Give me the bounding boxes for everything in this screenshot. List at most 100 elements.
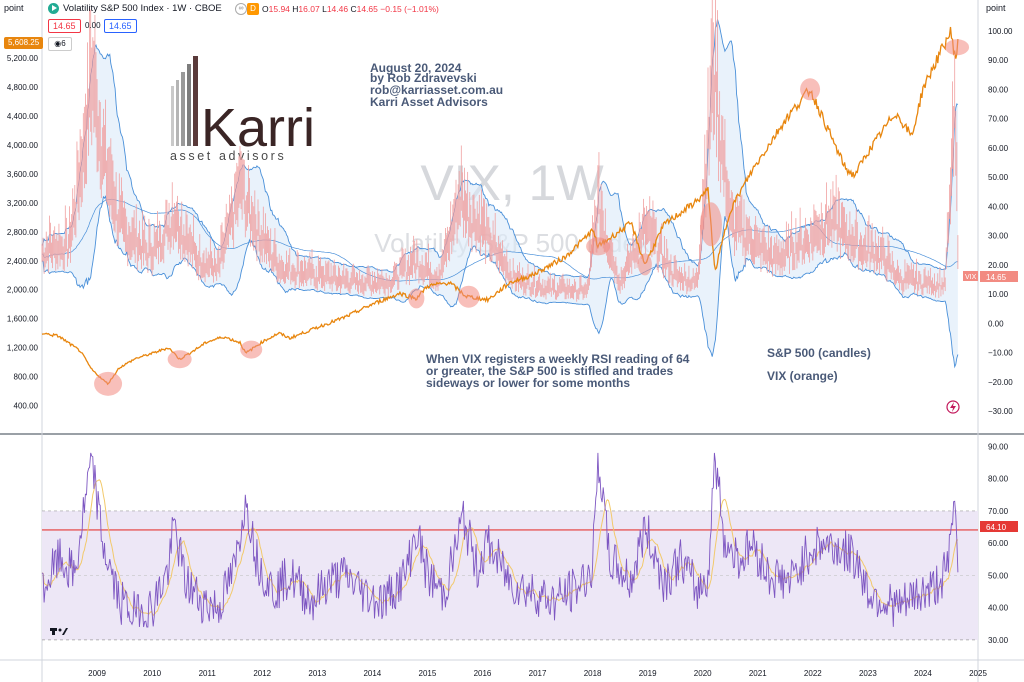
left-axis-tick: 400.00: [14, 402, 39, 411]
highlight-circle: [699, 202, 722, 247]
right-axis-tick: 40.00: [988, 202, 1009, 211]
lightning-icon[interactable]: [946, 400, 960, 414]
highlight-circle: [800, 78, 821, 101]
left-axis-tick: 4,000.00: [7, 141, 39, 150]
band-fill: [42, 19, 958, 367]
watermark-title: VIX, 1W: [420, 155, 604, 211]
rsi-level-bg: [980, 521, 1018, 532]
highlight-circle: [637, 253, 652, 276]
byline-line: Karri Asset Advisors: [370, 95, 488, 109]
time-axis-tick: 2013: [308, 669, 326, 678]
main-axis-ticks: 5,200.00 4,800.00 4,400.00 4,000.00 3,600.00…: [7, 27, 1013, 645]
vix-candles-series: [41, 0, 959, 302]
symbol-title[interactable]: Volatility S&P 500 Index · 1W · CBOE: [63, 3, 222, 14]
highlight-circle: [240, 340, 263, 359]
time-axis-tick: 2017: [529, 669, 547, 678]
left-axis-tick: 1,200.00: [7, 344, 39, 353]
highlight-circle: [945, 39, 970, 56]
note-line: or greater, the S&P 500 is stifled and t…: [426, 364, 674, 378]
time-axis-tick: 2020: [694, 669, 712, 678]
right-scale-label[interactable]: point: [986, 3, 1006, 13]
highlight-circle: [586, 237, 611, 256]
left-axis-tick: 2,800.00: [7, 228, 39, 237]
left-axis-tick: 800.00: [14, 373, 39, 382]
right-axis-tick: 20.00: [988, 261, 1009, 270]
rsi-axis-tick: 50.00: [988, 571, 1009, 580]
vix-tag-bg: [963, 271, 978, 281]
vix-tag: VIX: [965, 274, 977, 281]
time-axis-tick: 2011: [199, 669, 217, 678]
time-axis-tick: 2024: [914, 669, 932, 678]
rsi-axis-tick: 70.00: [988, 507, 1009, 516]
vix-value-bg: [980, 271, 1018, 282]
highlight-circle: [408, 288, 425, 309]
left-scale-label[interactable]: point: [4, 3, 24, 13]
highlight-circle: [457, 285, 480, 308]
ohlc-o: 15.94: [268, 4, 290, 14]
ohlc-h: 16.07: [298, 4, 320, 14]
ohlc-c-label: C: [350, 4, 357, 14]
ohlc-l: 14.46: [326, 4, 349, 14]
left-axis-tick: 4,800.00: [7, 83, 39, 92]
delayed-badge[interactable]: D: [247, 3, 259, 15]
right-axis-tick: −30.00: [988, 407, 1013, 416]
highlight-circle: [167, 350, 192, 369]
ohlc-c: 14.65: [356, 4, 378, 14]
right-axis-tick: 70.00: [988, 115, 1009, 124]
ask-box[interactable]: 14.65: [104, 19, 137, 33]
legend-orange: VIX (orange): [767, 369, 838, 383]
note-line: When VIX registers a weekly RSI reading …: [426, 352, 690, 366]
spx-count: 6: [61, 39, 66, 48]
left-axis-tick: 3,600.00: [7, 170, 39, 179]
ohlc-l-label: L: [322, 4, 327, 14]
right-axis-tick: 80.00: [988, 85, 1009, 94]
lower-band: [41, 195, 959, 369]
time-axis-tick: 2021: [749, 669, 767, 678]
right-axis-tick: 0.00: [988, 319, 1004, 328]
time-axis-tick: 2019: [639, 669, 657, 678]
time-axis-tick: 2009: [88, 669, 106, 678]
legend-candles: S&P 500 (candles): [767, 346, 871, 360]
eye-icon: ◉: [54, 39, 62, 48]
spread-value: 0.00: [85, 21, 101, 30]
rsi-axis-tick: 60.00: [988, 539, 1009, 548]
ohlc-h-label: H: [292, 4, 299, 14]
right-axis-tick: 90.00: [988, 56, 1009, 65]
tradingview-logo-icon: [50, 628, 68, 635]
bid-box[interactable]: 14.65: [48, 19, 81, 33]
unlink-icon[interactable]: ∞: [235, 3, 247, 15]
right-axis-tick: 10.00: [988, 290, 1009, 299]
time-axis-tick: 2018: [584, 669, 602, 678]
time-axis-tick: 2023: [859, 669, 877, 678]
left-axis-tick: 5,200.00: [7, 54, 39, 63]
rsi-axis-tick: 90.00: [988, 442, 1009, 451]
time-axis-tick: 2016: [474, 669, 492, 678]
rsi-note-annotation: When VIX registers a weekly RSI reading …: [426, 352, 690, 390]
rsi-axis-tick: 30.00: [988, 636, 1009, 645]
market-status-icon[interactable]: [48, 3, 59, 14]
left-axis-tick: 3,200.00: [7, 199, 39, 208]
byline-annotation: August 20, 2024 by Rob Zdravevski rob@ka…: [370, 61, 503, 109]
rsi-axis-tick: 80.00: [988, 475, 1009, 484]
spx-price-tag: 5,608.25: [4, 37, 44, 49]
right-axis-tick: −10.00: [988, 349, 1013, 358]
karri-logo: Karri asset advisors: [170, 56, 315, 163]
rsi-level-label: 64.10: [986, 523, 1007, 532]
time-axis-tick: 2022: [804, 669, 822, 678]
right-axis-tick: −20.00: [988, 378, 1013, 387]
left-axis-tick: 1,600.00: [7, 315, 39, 324]
right-axis-tick: 50.00: [988, 173, 1009, 182]
rsi-axis-tick: 40.00: [988, 604, 1009, 613]
right-axis-tick: 100.00: [988, 27, 1013, 36]
byline-line: by Rob Zdravevski: [370, 71, 477, 85]
left-axis-tick: 2,000.00: [7, 286, 39, 295]
ohlc-change: −0.15 (−1.01%): [380, 4, 439, 14]
spx-count-badge[interactable]: ◉6: [48, 37, 72, 51]
left-axis-tick: 4,400.00: [7, 112, 39, 121]
byline-line: August 20, 2024: [370, 61, 462, 75]
left-axis-tick: 2,400.00: [7, 257, 39, 266]
time-axis-tick: 2015: [419, 669, 437, 678]
logo-name: Karri: [201, 98, 315, 158]
time-axis: 2009 2010 2011 2012 2013 2014 2015 2016 2017 2018…: [88, 669, 987, 678]
